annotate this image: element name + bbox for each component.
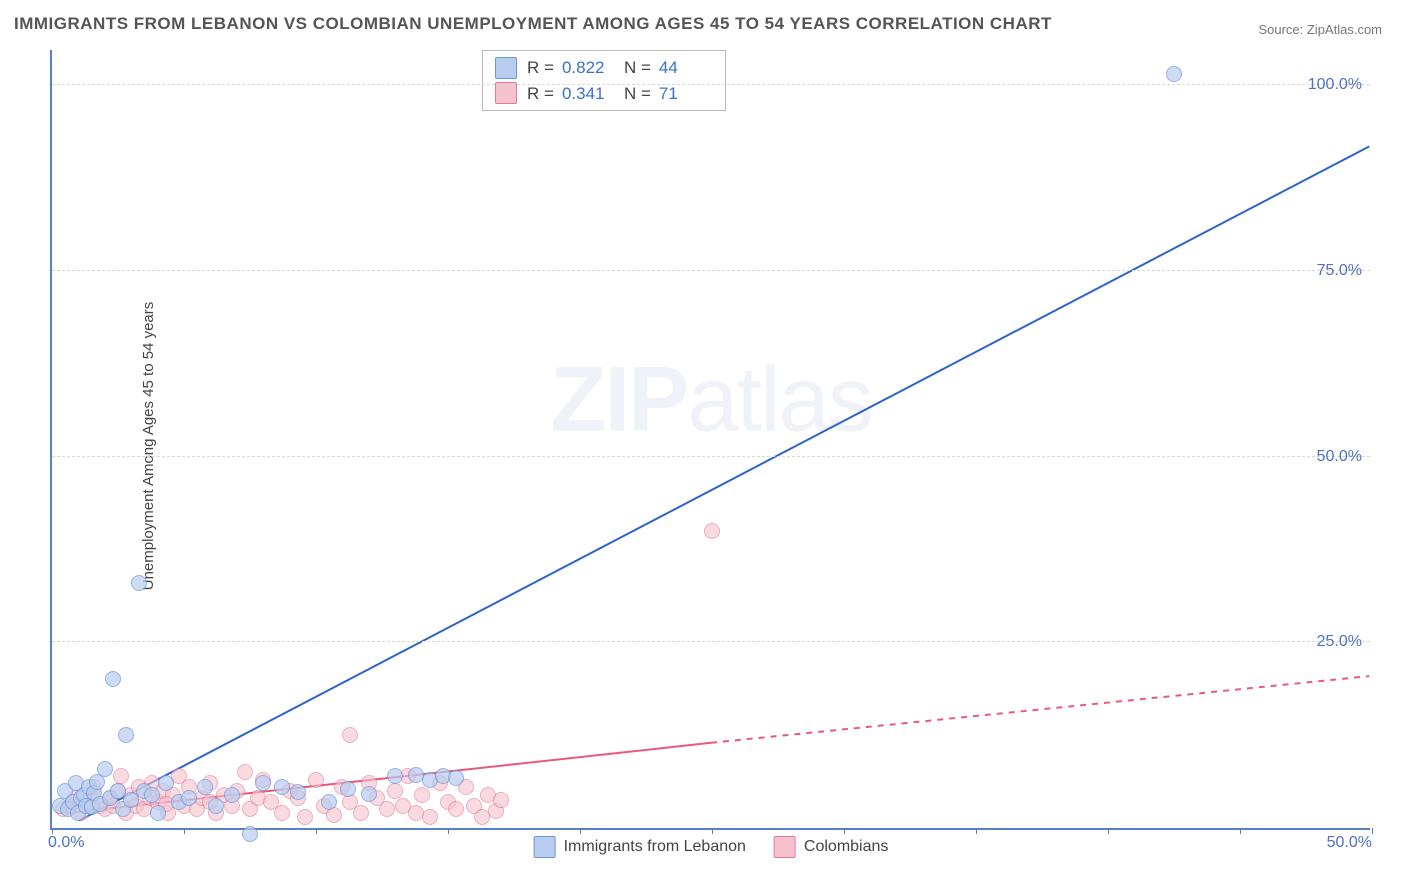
x-tick	[316, 828, 317, 834]
legend-label-colombians: Colombians	[804, 838, 888, 856]
lebanon-marker	[197, 779, 213, 795]
x-tick	[712, 828, 713, 834]
swatch-lebanon-bottom	[534, 836, 556, 858]
x-tick-label: 50.0%	[1327, 834, 1372, 852]
colombians-marker	[297, 809, 313, 825]
lebanon-marker	[181, 790, 197, 806]
chart-title: IMMIGRANTS FROM LEBANON VS COLOMBIAN UNE…	[14, 14, 1052, 34]
x-tick	[580, 828, 581, 834]
colombians-marker	[422, 809, 438, 825]
x-tick-label: 0.0%	[48, 834, 84, 852]
lebanon-marker	[290, 784, 306, 800]
correlation-legend: R = 0.822 N = 44 R = 0.341 N = 71	[482, 50, 726, 111]
regression-lines	[52, 50, 1370, 828]
r-value-lebanon: 0.822	[562, 55, 616, 81]
lebanon-marker	[208, 798, 224, 814]
lebanon-marker	[255, 775, 271, 791]
x-tick	[844, 828, 845, 834]
watermark-atlas: atlas	[687, 349, 871, 451]
colombians-marker	[113, 768, 129, 784]
r-label: R =	[527, 55, 554, 81]
x-tick	[1240, 828, 1241, 834]
n-label: N =	[624, 55, 651, 81]
series-legend: Immigrants from Lebanon Colombians	[534, 836, 889, 858]
lebanon-marker	[448, 770, 464, 786]
watermark-zip: ZIP	[550, 349, 687, 451]
gridline	[52, 84, 1370, 85]
swatch-colombians	[495, 82, 517, 104]
watermark: ZIPatlas	[550, 348, 871, 453]
colombians-marker	[274, 805, 290, 821]
x-tick	[448, 828, 449, 834]
lebanon-marker	[150, 805, 166, 821]
colombians-marker	[704, 523, 720, 539]
colombians-marker	[387, 783, 403, 799]
swatch-colombians-bottom	[774, 836, 796, 858]
lebanon-marker	[118, 727, 134, 743]
lebanon-marker	[1166, 66, 1182, 82]
lebanon-marker	[340, 781, 356, 797]
x-tick	[976, 828, 977, 834]
x-tick	[1372, 828, 1373, 834]
colombians-marker	[237, 764, 253, 780]
colombians-marker	[308, 772, 324, 788]
colombians-marker	[353, 805, 369, 821]
colombians-marker	[448, 801, 464, 817]
lebanon-marker	[224, 787, 240, 803]
y-tick-label: 50.0%	[1317, 448, 1362, 466]
lebanon-marker	[144, 787, 160, 803]
x-tick	[1108, 828, 1109, 834]
colombians-marker	[493, 792, 509, 808]
y-tick-label: 25.0%	[1317, 633, 1362, 651]
legend-item-colombians: Colombians	[774, 836, 888, 858]
n-value-lebanon: 44	[659, 55, 713, 81]
source-label: Source: ZipAtlas.com	[1258, 22, 1382, 37]
lebanon-marker	[131, 575, 147, 591]
regression-line	[711, 676, 1369, 743]
lebanon-marker	[97, 761, 113, 777]
regression-line	[79, 146, 1369, 820]
colombians-marker	[379, 801, 395, 817]
legend-label-lebanon: Immigrants from Lebanon	[564, 838, 746, 856]
gridline	[52, 641, 1370, 642]
y-tick-label: 100.0%	[1308, 76, 1362, 94]
lebanon-marker	[387, 768, 403, 784]
lebanon-marker	[242, 826, 258, 842]
legend-row-lebanon: R = 0.822 N = 44	[495, 55, 713, 81]
legend-item-lebanon: Immigrants from Lebanon	[534, 836, 746, 858]
plot-area: ZIPatlas R = 0.822 N = 44 R = 0.341 N = …	[50, 50, 1370, 830]
colombians-marker	[414, 787, 430, 803]
swatch-lebanon	[495, 57, 517, 79]
gridline	[52, 456, 1370, 457]
lebanon-marker	[321, 794, 337, 810]
lebanon-marker	[105, 671, 121, 687]
y-tick-label: 75.0%	[1317, 262, 1362, 280]
lebanon-marker	[158, 775, 174, 791]
colombians-marker	[342, 727, 358, 743]
lebanon-marker	[361, 786, 377, 802]
gridline	[52, 270, 1370, 271]
x-tick	[184, 828, 185, 834]
lebanon-marker	[274, 779, 290, 795]
